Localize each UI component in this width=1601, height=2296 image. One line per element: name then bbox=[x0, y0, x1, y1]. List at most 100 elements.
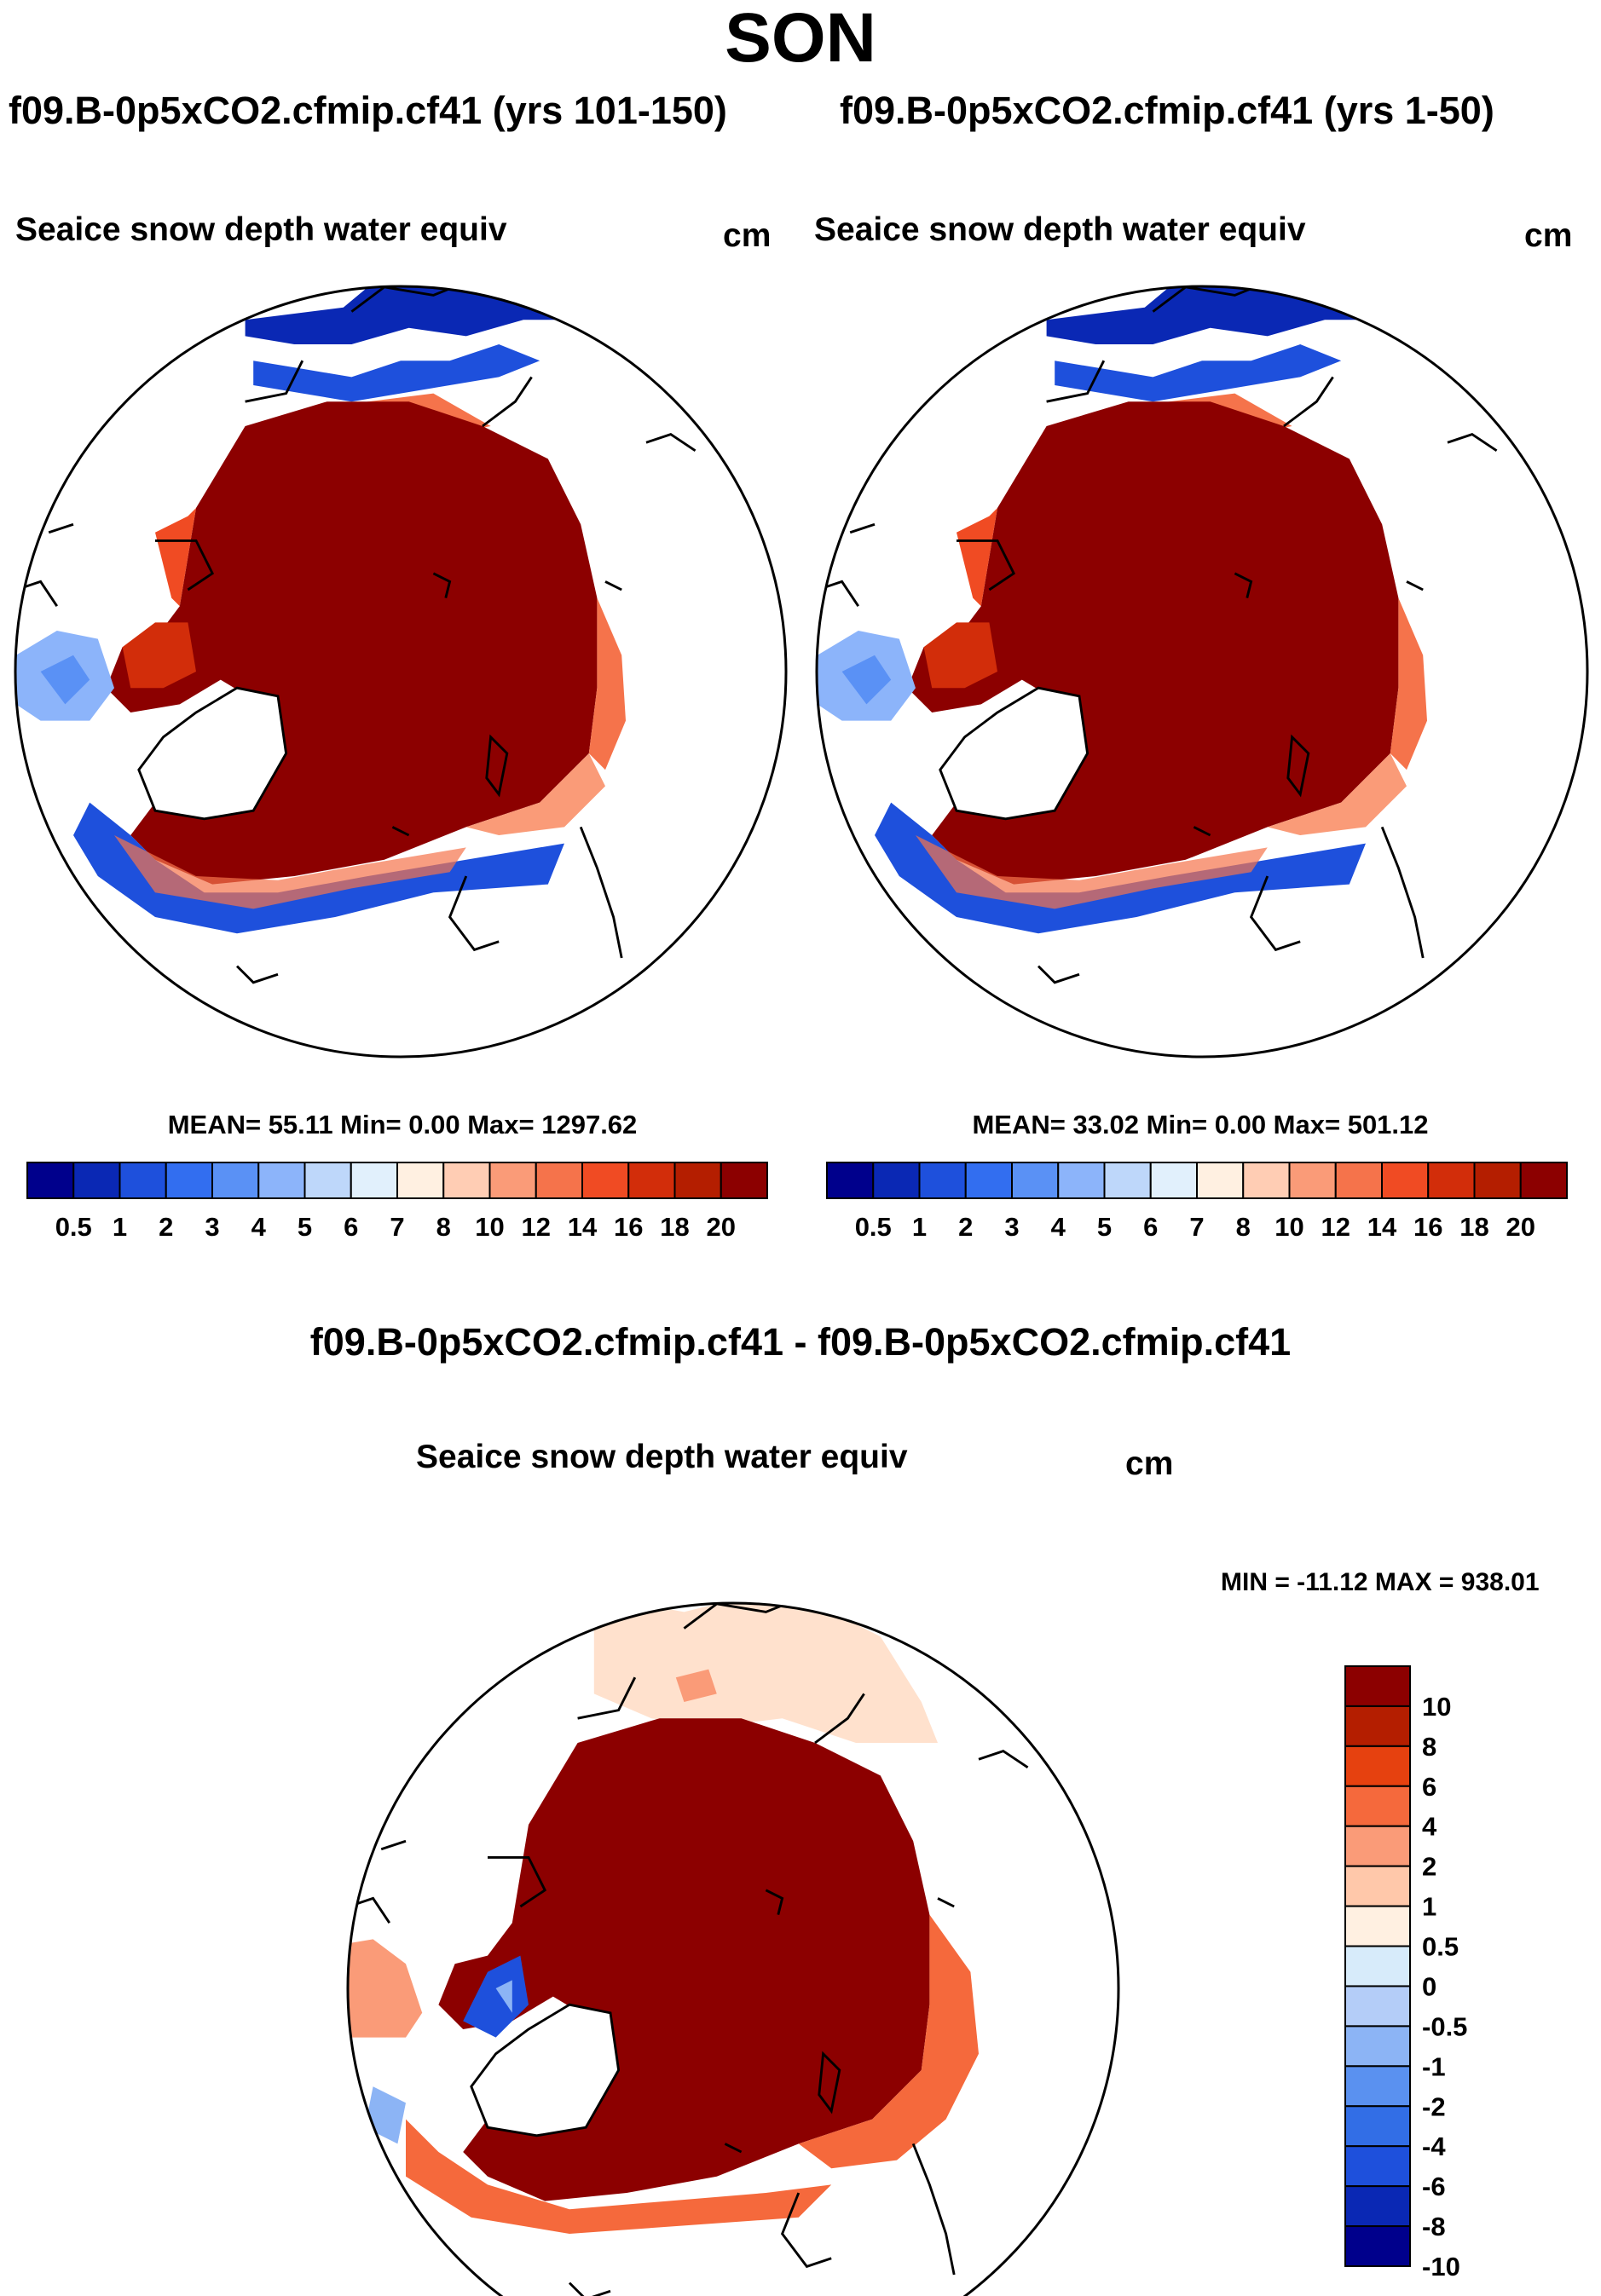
panel1-colorbar-swatch bbox=[211, 1162, 260, 1199]
panel1-colorbar-tick-label: 6 bbox=[344, 1212, 358, 1242]
panel1-colorbar-tick-label: 4 bbox=[251, 1212, 267, 1242]
panel1-colorbar-tick-label: 8 bbox=[436, 1212, 451, 1242]
panel1-colorbar-tick-label: 7 bbox=[390, 1212, 404, 1242]
panel1-colorbar-swatch bbox=[396, 1162, 445, 1199]
panel2-colorbar-swatch bbox=[1011, 1162, 1060, 1199]
panel2-colorbar-swatch bbox=[826, 1162, 875, 1199]
panel1-colorbar: 0.5 1 2 3 4 5 6 7 8 10 12 14 16 18 20 bbox=[26, 1162, 768, 1242]
season-title: SON bbox=[725, 0, 876, 77]
panel2-colorbar-swatch bbox=[1103, 1162, 1152, 1199]
panel2-colorbar-tick-label: 3 bbox=[1004, 1212, 1019, 1242]
panel1-colorbar-tick-label: 12 bbox=[522, 1212, 551, 1242]
diff-colorbar-tick-label: 0 bbox=[1422, 1971, 1436, 2001]
panel2-variable-title: Seaice snow depth water equiv bbox=[814, 211, 1306, 248]
panel1-colorbar-swatch bbox=[257, 1162, 306, 1199]
diff-colorbar-tick-label: -0.5 bbox=[1422, 2011, 1467, 2041]
diff-colorbar-tick-label: -6 bbox=[1422, 2172, 1446, 2201]
panel1-colorbar-swatch bbox=[165, 1162, 213, 1199]
panel2-colorbar-tick-label: 10 bbox=[1274, 1212, 1303, 1242]
diff-colorbar-swatch bbox=[1344, 1945, 1411, 1987]
diff-colorbar-tick-label: 0.5 bbox=[1422, 1932, 1459, 1962]
panel2-colorbar-swatch bbox=[1381, 1162, 1430, 1199]
diff-variable-title: Seaice snow depth water equiv bbox=[416, 1439, 908, 1475]
panel1-colorbar-swatch bbox=[535, 1162, 583, 1199]
panel1-colorbar-swatch bbox=[673, 1162, 722, 1199]
diff-colorbar-tick-label: -1 bbox=[1422, 2051, 1446, 2081]
panel2-stats: MEAN= 33.02 Min= 0.00 Max= 501.12 bbox=[972, 1110, 1429, 1139]
panel2-colorbar-tick-label: 5 bbox=[1097, 1212, 1112, 1242]
panel1-colorbar-swatch bbox=[118, 1162, 167, 1199]
panel1-colorbar-tick-label: 1 bbox=[113, 1212, 127, 1242]
panel1-colorbar-tick-label: 3 bbox=[205, 1212, 219, 1242]
diff-colorbar-tick-label: 2 bbox=[1422, 1852, 1436, 1882]
diff-colorbar-tick-label: 8 bbox=[1422, 1732, 1436, 1762]
panel2-colorbar-tick-label: 14 bbox=[1367, 1212, 1397, 1242]
diff-colorbar-swatch bbox=[1344, 2105, 1411, 2148]
diff-colorbar-swatch bbox=[1344, 1985, 1411, 2028]
panel2-colorbar-swatch bbox=[1196, 1162, 1245, 1199]
panel1-colorbar-swatch bbox=[303, 1162, 352, 1199]
diff-colorbar-tick-label: -4 bbox=[1422, 2132, 1446, 2161]
panel1-colorbar-tick-label: 18 bbox=[660, 1212, 689, 1242]
diff-colorbar-swatch bbox=[1344, 1665, 1411, 1707]
panel1-units: cm bbox=[723, 217, 772, 254]
panel1-colorbar-swatch bbox=[720, 1162, 768, 1199]
panel1-colorbar-swatch bbox=[488, 1162, 537, 1199]
panel2-colorbar: 0.5 1 2 3 4 5 6 7 8 10 12 14 16 18 20 bbox=[826, 1162, 1568, 1242]
diff-colorbar-swatch bbox=[1344, 1865, 1411, 1907]
panel1-stats: MEAN= 55.11 Min= 0.00 Max= 1297.62 bbox=[167, 1110, 638, 1139]
panel1-map bbox=[14, 285, 788, 1059]
panel2-colorbar-swatch bbox=[1519, 1162, 1568, 1199]
panel2-colorbar-swatch bbox=[1057, 1162, 1106, 1199]
panel2-colorbar-swatch bbox=[1288, 1162, 1337, 1199]
panel1-variable-title: Seaice snow depth water equiv bbox=[15, 211, 507, 248]
diff-colorbar-tick-label: 6 bbox=[1422, 1772, 1436, 1802]
panel1-colorbar-tick-label: 14 bbox=[568, 1212, 598, 1242]
diff-colorbar-tick-label: -2 bbox=[1422, 2091, 1446, 2121]
diff-colorbar-swatch bbox=[1344, 2065, 1411, 2108]
panel2-colorbar-tick-label: 1 bbox=[912, 1212, 927, 1242]
panel2-colorbar-swatch bbox=[1149, 1162, 1198, 1199]
panel1-colorbar-swatch bbox=[72, 1162, 121, 1199]
diff-case-title: f09.B-0p5xCO2.cfmip.cf41 - f09.B-0p5xCO2… bbox=[309, 1320, 1292, 1364]
diff-colorbar-swatch bbox=[1344, 2225, 1411, 2267]
panel2-colorbar-swatch bbox=[918, 1162, 967, 1199]
diff-colorbar-tick-label: 10 bbox=[1422, 1692, 1451, 1722]
panel1-colorbar-tick-label: 5 bbox=[298, 1212, 312, 1242]
diff-colorbar-tick-label: 1 bbox=[1422, 1892, 1436, 1922]
panel2-colorbar-tick-label: 12 bbox=[1321, 1212, 1350, 1242]
panel2-colorbar-tick-label: 20 bbox=[1506, 1212, 1535, 1242]
diff-colorbar-swatch bbox=[1344, 1905, 1411, 1947]
panel1-colorbar-swatch bbox=[442, 1162, 491, 1199]
panel1-colorbar-tick-label: 20 bbox=[707, 1212, 736, 1242]
panel2-case-title: f09.B-0p5xCO2.cfmip.cf41 (yrs 1-50) bbox=[840, 89, 1494, 132]
panel2-colorbar-swatch bbox=[872, 1162, 921, 1199]
panel2-map bbox=[815, 285, 1589, 1059]
panel2-colorbar-tick-label: 2 bbox=[958, 1212, 973, 1242]
diff-colorbar-tick-label: 4 bbox=[1422, 1812, 1437, 1842]
panel1-colorbar-tick-label: 0.5 bbox=[55, 1212, 92, 1242]
panel2-colorbar-tick-label: 8 bbox=[1236, 1212, 1251, 1242]
panel1-colorbar-swatch bbox=[26, 1162, 75, 1199]
panel2-colorbar-tick-label: 0.5 bbox=[855, 1212, 892, 1242]
diff-map bbox=[346, 1601, 1120, 2296]
panel1-case-title: f09.B-0p5xCO2.cfmip.cf41 (yrs 101-150) bbox=[9, 89, 727, 132]
panel1-colorbar-tick-label: 10 bbox=[475, 1212, 504, 1242]
panel2-colorbar-tick-label: 16 bbox=[1413, 1212, 1442, 1242]
panel2-colorbar-swatch bbox=[964, 1162, 1013, 1199]
diff-colorbar-swatch bbox=[1344, 2025, 1411, 2068]
panel2-colorbar-swatch bbox=[1473, 1162, 1522, 1199]
diff-colorbar-swatch bbox=[1344, 1705, 1411, 1747]
diff-colorbar-swatch bbox=[1344, 2145, 1411, 2188]
panel2-colorbar-swatch bbox=[1334, 1162, 1383, 1199]
panel2-colorbar-tick-label: 7 bbox=[1189, 1212, 1204, 1242]
diff-colorbar-swatch bbox=[1344, 1825, 1411, 1867]
panel2-colorbar-tick-label: 18 bbox=[1459, 1212, 1488, 1242]
panel2-colorbar-swatch bbox=[1242, 1162, 1291, 1199]
panel1-colorbar-swatch bbox=[581, 1162, 630, 1199]
panel1-colorbar-swatch bbox=[627, 1162, 676, 1199]
diff-colorbar: 10 8 6 4 2 1 0.5 0 -0.5 -1 -2 -4 -6 -8 -10 bbox=[1344, 1665, 1467, 2282]
diff-colorbar-tick-label: -8 bbox=[1422, 2212, 1446, 2241]
panel1-colorbar-tick-label: 2 bbox=[159, 1212, 173, 1242]
